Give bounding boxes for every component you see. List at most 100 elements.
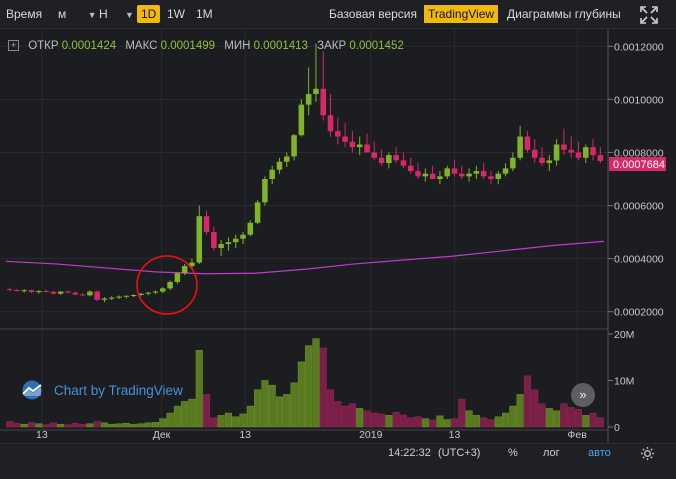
close-value: 0.0001452 <box>349 40 404 52</box>
price-tick-label: 0.0008000 <box>614 147 664 159</box>
candlesticks <box>6 43 604 303</box>
volume-bar <box>312 338 320 428</box>
volume-bar <box>297 361 305 428</box>
price-chart[interactable]: 0.0012000 0.0010000 0.0008000 0.0006000 0.00… <box>0 29 676 443</box>
candle-body <box>517 136 523 158</box>
volume-bar <box>42 424 50 428</box>
volume-bar <box>472 415 480 428</box>
candle-body <box>94 291 100 300</box>
candle-body <box>553 144 560 161</box>
candle-body <box>152 291 159 293</box>
volume-bar <box>305 345 313 428</box>
volume-bar <box>57 423 65 428</box>
volume-bar <box>151 422 160 428</box>
candle-body <box>422 173 429 177</box>
volume-bar <box>108 423 116 428</box>
volume-bar <box>159 418 167 428</box>
candle-body <box>466 173 472 177</box>
interval-minutes-dropdown[interactable]: м ▼ <box>58 5 97 23</box>
volume-bar <box>275 396 284 428</box>
candle-body <box>57 291 64 294</box>
volume-bar <box>378 413 386 428</box>
interval-1m-button[interactable]: 1M <box>196 7 213 21</box>
candle-body <box>283 156 290 162</box>
volume-bar <box>290 382 298 428</box>
ohlc-legend: + ОТКР 0.0001424 МАКС 0.0001499 МИН 0.00… <box>8 40 410 52</box>
volume-bar <box>407 417 415 428</box>
price-axis: 0.0012000 0.0010000 0.0008000 0.0006000 0.00… <box>608 41 664 319</box>
time-tick-label: 2019 <box>359 429 383 441</box>
volume-bar <box>6 421 14 428</box>
candle-body <box>502 168 509 174</box>
candle-body <box>65 291 71 293</box>
volume-bar <box>567 407 575 428</box>
volume-bar <box>443 419 451 428</box>
price-tick-label: 0.0004000 <box>614 254 664 266</box>
scroll-to-realtime-button[interactable]: » <box>571 383 595 407</box>
candle-body <box>50 291 57 294</box>
candle-body <box>254 202 261 223</box>
high-value: 0.0001499 <box>160 40 216 52</box>
candle-body <box>590 147 596 156</box>
timezone-button[interactable]: (UTC+3) <box>438 447 481 459</box>
volume-bar <box>582 415 590 428</box>
candle-body <box>531 149 538 158</box>
expand-icon[interactable]: + <box>8 40 19 52</box>
volume-bar <box>341 405 349 428</box>
volume-bar <box>100 422 108 428</box>
candle-body <box>87 291 93 296</box>
chevron-down-icon: ▼ <box>125 10 134 20</box>
log-scale-button[interactable]: лог <box>543 447 560 459</box>
volume-bar <box>137 423 145 428</box>
volume-bar <box>130 423 138 428</box>
volume-bar <box>516 394 524 428</box>
basic-version-button[interactable]: Базовая версия <box>329 7 417 21</box>
candle-body <box>313 88 319 95</box>
tradingview-watermark[interactable]: Chart by TradingView <box>18 379 183 401</box>
fullscreen-icon[interactable] <box>640 6 658 24</box>
chevron-down-icon: ▼ <box>87 10 97 20</box>
volume-bar <box>553 410 561 428</box>
candle-body <box>225 242 232 245</box>
depth-charts-button[interactable]: Диаграммы глубины <box>507 7 621 21</box>
candle-body <box>203 216 210 233</box>
volume-bar <box>450 418 459 428</box>
volume-bar <box>144 422 152 428</box>
volume-axis: 20M 10M 0 <box>608 329 634 434</box>
volume-tick-label: 0 <box>614 422 620 434</box>
candle-body <box>305 94 312 105</box>
candle-body <box>181 266 188 274</box>
candle-body <box>393 155 399 161</box>
circle-annotation <box>136 255 198 315</box>
volume-bar <box>122 423 130 428</box>
volume-bar <box>188 398 196 428</box>
volume-bar <box>217 415 225 428</box>
candle-body <box>298 104 305 136</box>
volume-bar <box>429 419 437 428</box>
price-tick-label: 0.0010000 <box>614 94 664 106</box>
candle-body <box>101 298 108 300</box>
volume-bar <box>93 421 101 428</box>
volume-bar <box>502 412 510 428</box>
percent-scale-button[interactable]: % <box>508 447 518 459</box>
interval-hours-dropdown[interactable]: Н ▼ <box>99 5 134 23</box>
volume-bar <box>181 401 189 428</box>
volume-bar <box>574 409 583 428</box>
chart-toolbar: Время м ▼ Н ▼ 1D 1W 1M Базовая версия Tr… <box>0 0 676 29</box>
interval-1w-button[interactable]: 1W <box>167 7 185 21</box>
volume-bar <box>203 394 211 428</box>
gear-icon[interactable] <box>640 446 655 461</box>
volume-bar <box>596 417 604 428</box>
candle-body <box>539 157 545 164</box>
candle-body <box>6 289 13 291</box>
time-tick-label: 13 <box>36 429 48 441</box>
auto-scale-button[interactable]: авто <box>588 447 611 459</box>
interval-1d-button[interactable]: 1D <box>137 5 161 23</box>
time-tick-label: 13 <box>239 429 251 441</box>
candle-body <box>240 234 246 239</box>
volume-bar <box>79 423 87 428</box>
volume-bar <box>487 419 495 428</box>
candle-body <box>320 88 327 116</box>
candle-body <box>291 135 297 157</box>
tradingview-button[interactable]: TradingView <box>424 5 499 23</box>
